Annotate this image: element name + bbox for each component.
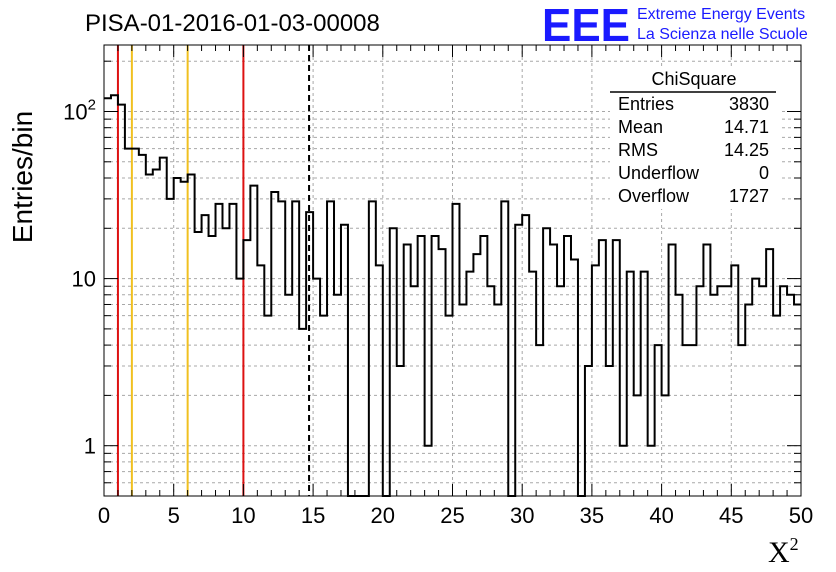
stats-box-background — [610, 66, 780, 209]
x-tick-label: 30 — [510, 503, 534, 528]
stats-label-overflow: Overflow — [618, 186, 690, 206]
stats-value-overflow: 1727 — [729, 186, 769, 206]
y-tick-label-base: 10 — [72, 267, 96, 292]
stats-box: ChiSquare Entries 3830 Mean 14.71 RMS 14… — [610, 66, 780, 209]
stats-value-entries: 3830 — [729, 94, 769, 114]
x-tick-label: 10 — [231, 503, 255, 528]
y-tick-label: 10 — [72, 267, 96, 292]
stats-label-mean: Mean — [618, 117, 663, 137]
histogram-outline — [104, 94, 801, 497]
x-tick-label: 15 — [301, 503, 325, 528]
x-tick-label: 25 — [440, 503, 464, 528]
x-axis-label: X2 — [768, 534, 799, 569]
x-tick-label: 20 — [371, 503, 395, 528]
y-axis-label: Entries/bin — [7, 111, 38, 243]
stats-label-underflow: Underflow — [618, 163, 700, 183]
y-tick-label: 1 — [84, 434, 96, 459]
x-tick-label: 50 — [789, 503, 813, 528]
x-tick-labels: 0 5 10 15 20 25 30 35 40 45 50 — [98, 503, 813, 528]
eee-logo-mark: EEE — [542, 0, 630, 51]
axis-ticks — [103, 45, 802, 497]
stats-label-entries: Entries — [618, 94, 674, 114]
stats-label-rms: RMS — [618, 140, 658, 160]
stats-value-rms: 14.25 — [724, 140, 769, 160]
y-tick-label: 102 — [63, 96, 96, 124]
x-axis-label-superscript: 2 — [790, 534, 799, 554]
eee-logo-line2: La Scienza nelle Scuole — [637, 26, 808, 43]
x-tick-label: 5 — [168, 503, 180, 528]
x-tick-label: 40 — [649, 503, 673, 528]
x-tick-label: 45 — [719, 503, 743, 528]
x-tick-label: 0 — [98, 503, 110, 528]
eee-logo-line1: Extreme Energy Events — [637, 6, 805, 23]
x-axis-label-base: X — [768, 536, 790, 569]
chart-title: PISA-01-2016-01-03-00008 — [85, 10, 380, 37]
plot-grid — [104, 45, 801, 496]
stats-box-title: ChiSquare — [651, 69, 736, 89]
y-tick-label-exponent: 2 — [88, 96, 96, 113]
eee-logo: EEE Extreme Energy Events La Scienza nel… — [542, 0, 808, 51]
y-tick-label-base: 10 — [63, 99, 87, 124]
stats-value-mean: 14.71 — [724, 117, 769, 137]
x-tick-label: 35 — [580, 503, 604, 528]
stats-value-underflow: 0 — [759, 163, 769, 183]
y-tick-label-base: 1 — [84, 434, 96, 459]
